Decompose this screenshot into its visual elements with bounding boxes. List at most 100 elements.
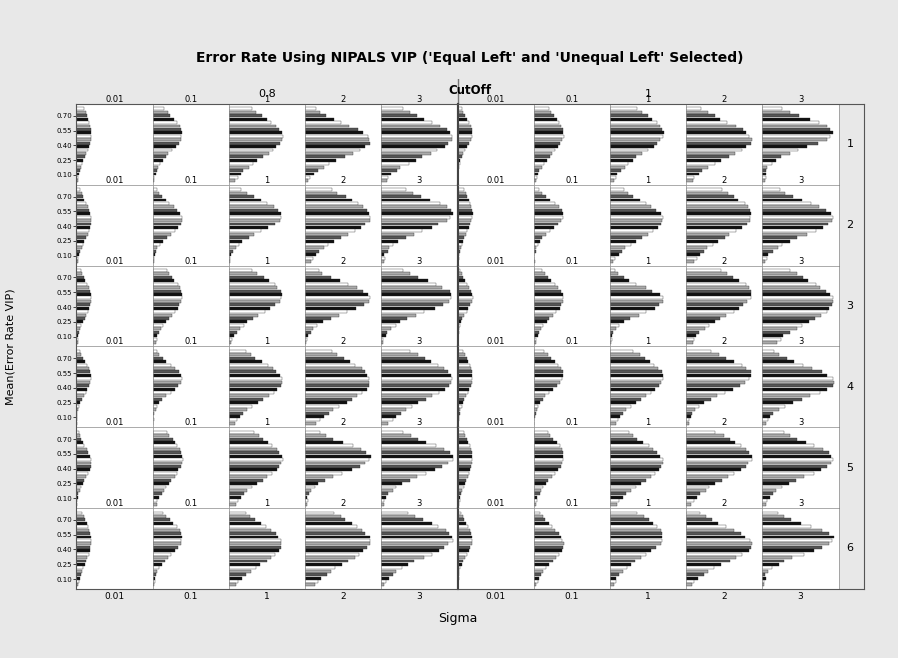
Bar	[382, 314, 416, 316]
Bar	[153, 269, 166, 272]
Bar	[762, 519, 790, 521]
Bar	[382, 434, 410, 437]
Bar	[229, 205, 274, 209]
Bar	[76, 360, 85, 363]
Bar	[533, 489, 541, 492]
Bar	[686, 401, 704, 404]
Bar	[686, 411, 692, 415]
Bar	[610, 272, 619, 276]
Bar	[533, 247, 536, 249]
Bar	[686, 118, 720, 120]
Bar	[610, 381, 661, 384]
Bar	[76, 511, 83, 515]
Bar	[153, 503, 157, 505]
Bar	[533, 135, 564, 138]
Bar	[229, 580, 238, 583]
Bar	[457, 300, 471, 303]
Bar	[610, 353, 639, 356]
Bar	[610, 124, 660, 128]
Bar	[382, 377, 453, 380]
Bar	[229, 364, 268, 367]
Bar	[229, 300, 279, 303]
Bar	[762, 236, 797, 239]
Bar	[305, 465, 360, 468]
Bar	[762, 166, 767, 168]
Bar	[76, 317, 84, 320]
Title: 3: 3	[417, 95, 422, 104]
Bar	[762, 431, 784, 434]
Bar	[686, 563, 721, 566]
Bar	[533, 377, 562, 380]
Bar	[762, 172, 766, 176]
Bar	[686, 331, 700, 334]
Bar	[533, 486, 543, 488]
Bar	[382, 290, 450, 293]
Bar	[229, 111, 256, 114]
Bar	[762, 209, 826, 212]
Bar	[457, 230, 468, 232]
Bar	[457, 236, 464, 239]
Bar	[76, 172, 79, 176]
Bar	[76, 213, 91, 215]
Bar	[76, 522, 87, 525]
Bar	[686, 580, 694, 583]
Bar	[76, 145, 89, 148]
Bar	[610, 135, 663, 138]
Bar	[305, 290, 364, 293]
Bar	[610, 307, 655, 310]
Bar	[762, 422, 766, 425]
Bar	[229, 492, 243, 495]
Bar	[382, 468, 436, 471]
Bar	[610, 338, 612, 341]
Bar	[76, 532, 91, 535]
Bar	[533, 388, 553, 391]
Bar	[382, 320, 400, 323]
Bar	[229, 243, 239, 246]
Bar	[229, 149, 273, 151]
Bar	[76, 415, 77, 418]
Bar	[762, 536, 834, 538]
Bar	[229, 573, 245, 576]
Bar	[305, 230, 356, 232]
Text: 3: 3	[797, 592, 804, 601]
Bar	[610, 247, 626, 249]
Bar	[762, 205, 820, 209]
Title: 3: 3	[798, 176, 804, 185]
Bar	[457, 563, 462, 566]
Bar	[229, 394, 269, 397]
Bar	[153, 138, 180, 141]
Bar	[382, 496, 386, 499]
Bar	[533, 138, 562, 141]
Text: 4: 4	[847, 382, 854, 392]
Bar	[686, 283, 745, 286]
Bar	[762, 240, 790, 243]
Bar	[610, 236, 642, 239]
Bar	[762, 233, 807, 236]
Bar	[762, 290, 826, 293]
Bar	[305, 515, 340, 518]
Bar	[457, 132, 472, 134]
Bar	[686, 455, 752, 458]
Bar	[762, 391, 820, 394]
Bar	[305, 250, 319, 253]
Bar	[686, 489, 706, 492]
Bar	[153, 145, 176, 148]
Bar	[686, 124, 735, 128]
Bar	[153, 107, 164, 111]
Text: 6: 6	[847, 544, 853, 553]
Bar	[533, 475, 552, 478]
Bar	[153, 545, 178, 549]
Bar	[533, 327, 541, 330]
Bar	[457, 411, 460, 415]
Bar	[686, 172, 700, 176]
Bar	[305, 111, 320, 114]
Bar	[305, 114, 326, 117]
Bar	[229, 525, 266, 528]
Bar	[533, 394, 545, 397]
Bar	[76, 384, 89, 387]
Bar	[533, 398, 543, 401]
Bar	[686, 176, 694, 179]
Bar	[762, 458, 832, 461]
Title: 0.01: 0.01	[105, 95, 124, 104]
Bar	[762, 213, 831, 215]
